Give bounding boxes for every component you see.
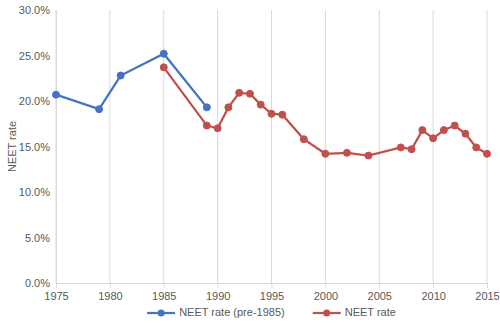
y-tick-label: 5.0% [25, 232, 50, 244]
grid [56, 10, 487, 283]
series-marker [397, 144, 404, 151]
y-tick-label: 25.0% [19, 50, 50, 62]
y-tick: 15.0% [19, 141, 56, 153]
x-tick-mark [487, 283, 488, 288]
x-tick: 2010 [421, 283, 445, 302]
y-tick: 20.0% [19, 95, 56, 107]
x-tick-label: 1990 [206, 290, 230, 302]
grid-line [487, 10, 488, 283]
series-marker [462, 130, 469, 137]
y-tick-label: 10.0% [19, 186, 50, 198]
series-marker [117, 72, 124, 79]
series-marker [419, 127, 426, 134]
series-marker [343, 149, 350, 156]
x-tick-mark [272, 283, 273, 288]
legend-label: NEET rate [345, 306, 396, 318]
series-marker [408, 146, 415, 153]
legend-item: NEET rate [313, 306, 396, 318]
series-line [164, 67, 487, 155]
y-tick: 0.0% [25, 277, 56, 289]
x-tick-mark [325, 283, 326, 288]
x-tick: 1995 [260, 283, 284, 302]
series-line [56, 54, 207, 110]
series-marker [96, 106, 103, 113]
x-tick: 1990 [206, 283, 230, 302]
series-marker [225, 104, 232, 111]
legend: NEET rate (pre-1985) NEET rate [147, 306, 396, 318]
series-marker [160, 64, 167, 71]
x-tick-mark [110, 283, 111, 288]
series [53, 50, 211, 113]
grid-line [56, 10, 57, 283]
series-marker [451, 122, 458, 129]
x-tick-label: 1995 [260, 290, 284, 302]
y-tick: 5.0% [25, 232, 56, 244]
y-tick-label: 0.0% [25, 277, 50, 289]
grid-line [379, 10, 380, 283]
x-tick-mark [218, 283, 219, 288]
x-tick-mark [433, 283, 434, 288]
series-marker [279, 111, 286, 118]
y-tick-label: 30.0% [19, 4, 50, 16]
y-tick-label: 15.0% [19, 141, 50, 153]
x-tick-label: 2005 [368, 290, 392, 302]
series-marker [53, 91, 60, 98]
legend-label: NEET rate (pre-1985) [179, 306, 285, 318]
x-tick-mark [164, 283, 165, 288]
grid-line [325, 10, 326, 283]
series-marker [300, 136, 307, 143]
y-axis-line [56, 11, 57, 284]
x-tick-label: 2000 [314, 290, 338, 302]
grid-line [433, 10, 434, 283]
series-layer [53, 50, 491, 159]
x-tick-mark [379, 283, 380, 288]
y-tick: 10.0% [19, 186, 56, 198]
legend-marker [323, 310, 330, 317]
x-tick-label: 1975 [44, 290, 68, 302]
series-marker [268, 110, 275, 117]
legend-marker [158, 310, 165, 317]
grid-line [271, 10, 272, 283]
legend-item: NEET rate (pre-1985) [147, 306, 285, 318]
y-tick: 25.0% [19, 50, 56, 62]
series-marker [246, 90, 253, 97]
series-marker [203, 122, 210, 129]
series-marker [214, 125, 221, 132]
x-tick-mark [56, 283, 57, 288]
series-marker [322, 150, 329, 157]
series-marker [160, 50, 167, 57]
series-marker [440, 127, 447, 134]
x-tick: 2005 [368, 283, 392, 302]
x-tick-label: 1980 [98, 290, 122, 302]
y-axis: 0.0% 5.0% 10.0% 15.0% 20.0% 25.0% 30.0% [19, 4, 57, 289]
x-tick: 2000 [314, 283, 338, 302]
series-marker [365, 152, 372, 159]
chart: 1975 1980 1985 1990 1995 2000 2005 2010 2015 0.0%… [0, 0, 500, 323]
y-tick: 30.0% [19, 4, 56, 16]
x-tick-label: 2015 [475, 290, 499, 302]
series [160, 64, 490, 159]
series-marker [203, 104, 210, 111]
x-tick-label: 1985 [152, 290, 176, 302]
y-axis-title: NEET rate [6, 121, 18, 172]
plot: 1975 1980 1985 1990 1995 2000 2005 2010 2015 0.0%… [19, 4, 500, 302]
x-tick: 1985 [152, 283, 176, 302]
series-marker [236, 89, 243, 96]
grid-line [217, 10, 218, 283]
series-marker [430, 135, 437, 142]
x-tick: 2015 [475, 283, 499, 302]
x-tick-label: 2010 [421, 290, 445, 302]
series-marker [484, 150, 491, 157]
series-marker [473, 144, 480, 151]
x-axis: 1975 1980 1985 1990 1995 2000 2005 2010 2015 [44, 283, 499, 302]
y-tick-label: 20.0% [19, 95, 50, 107]
x-tick: 1980 [98, 283, 122, 302]
grid-line [109, 10, 110, 283]
series-marker [257, 101, 264, 108]
